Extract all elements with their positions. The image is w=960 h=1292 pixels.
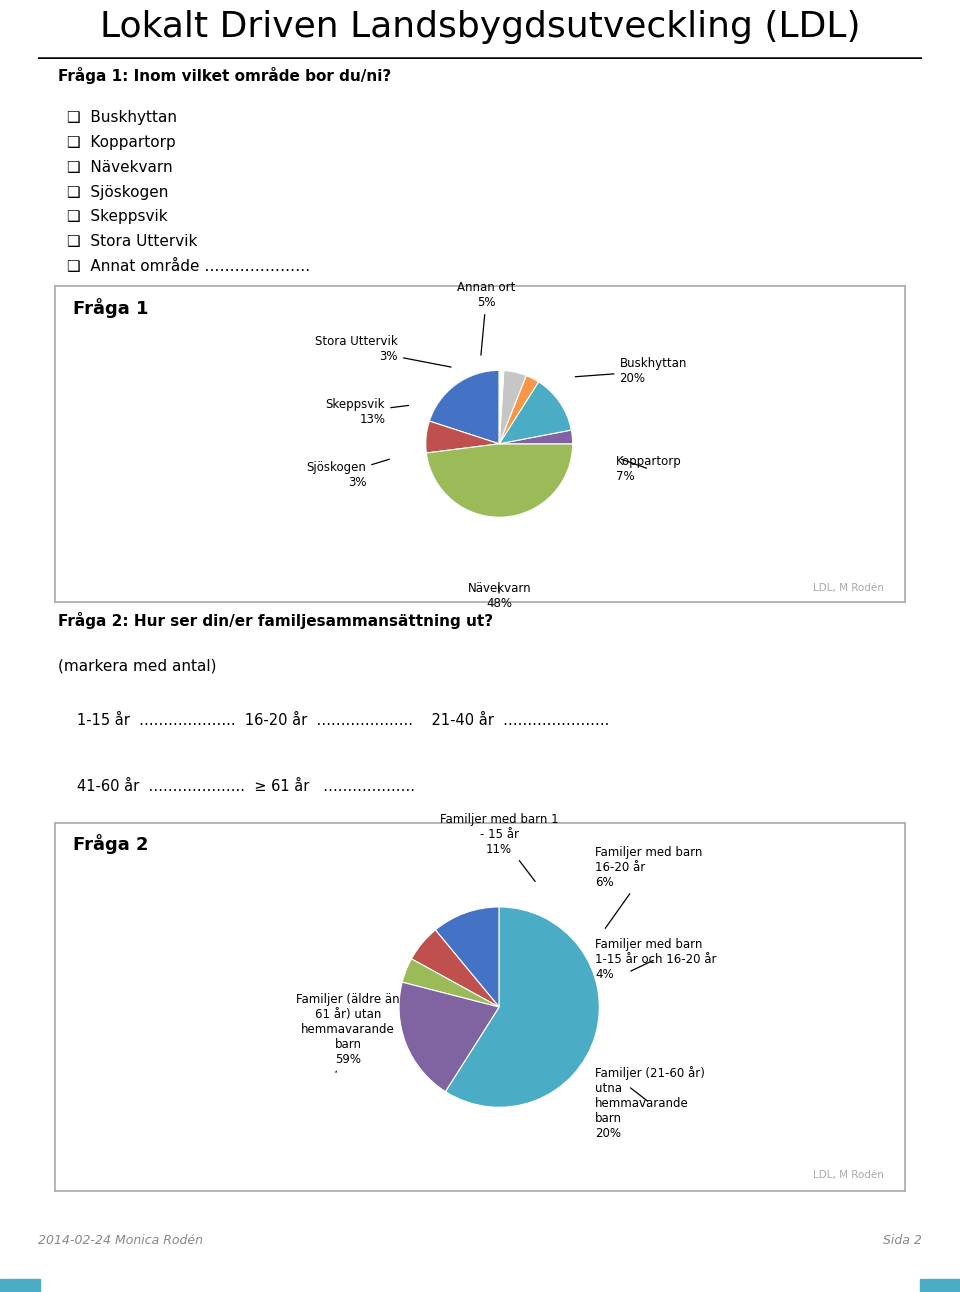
Wedge shape [499,430,572,443]
Bar [920,1279,960,1292]
Text: Annan ort
5%: Annan ort 5% [457,282,516,355]
Text: Fråga 1: Inom vilket område bor du/ni?: Fråga 1: Inom vilket område bor du/ni? [58,67,391,84]
Text: Familjer med barn
1-15 år och 16-20 år
4%: Familjer med barn 1-15 år och 16-20 år 4… [595,938,716,981]
Wedge shape [426,421,499,453]
Text: Sjöskogen
3%: Sjöskogen 3% [306,459,390,490]
Text: Sida 2: Sida 2 [883,1234,922,1247]
Text: 1-15 år  ………………..  16-20 år  ………………..    21-40 år  ………………….: 1-15 år ……………….. 16-20 år ……………….. 21-40… [77,713,610,727]
Wedge shape [435,907,499,1008]
Text: Fråga 2: Fråga 2 [73,835,149,854]
Wedge shape [429,371,499,443]
Text: 41-60 år  ………………..  ≥ 61 år   ……………….: 41-60 år ……………….. ≥ 61 år ………………. [77,779,415,793]
Text: Fråga 2: Hur ser din/er familjesammansättning ut?: Fråga 2: Hur ser din/er familjesammansät… [58,612,492,629]
Wedge shape [499,376,539,443]
Text: ❑  Nävekvarn: ❑ Nävekvarn [67,160,173,174]
Wedge shape [499,371,526,443]
Wedge shape [399,982,499,1092]
Text: 2014-02-24 Monica Rodén: 2014-02-24 Monica Rodén [38,1234,204,1247]
Text: Buskhyttan
20%: Buskhyttan 20% [575,357,686,385]
Text: Familjer med barn
16-20 år
6%: Familjer med barn 16-20 år 6% [595,846,703,929]
Text: ❑  Skeppsvik: ❑ Skeppsvik [67,209,168,225]
Text: Familjer med barn 1
- 15 år
11%: Familjer med barn 1 - 15 år 11% [440,813,559,881]
Wedge shape [445,907,599,1107]
Text: Stora Uttervik
3%: Stora Uttervik 3% [315,335,451,367]
Text: LDL, M Rodén: LDL, M Rodén [813,583,884,593]
Text: Skeppsvik
13%: Skeppsvik 13% [325,398,409,426]
Text: LDL, M Rodén: LDL, M Rodén [813,1171,884,1180]
Wedge shape [402,959,499,1008]
Text: Koppartorp
7%: Koppartorp 7% [616,455,682,483]
Text: ❑  Annat område …………………: ❑ Annat område ………………… [67,260,310,274]
Text: Familjer (21-60 år)
utna
hemmavarande
barn
20%: Familjer (21-60 år) utna hemmavarande ba… [595,1066,705,1140]
Wedge shape [426,443,572,517]
Wedge shape [412,930,499,1008]
Text: Fråga 1: Fråga 1 [73,298,149,318]
Text: Nävekvarn
48%: Nävekvarn 48% [468,581,531,610]
Bar [0,1279,40,1292]
Text: ❑  Stora Uttervik: ❑ Stora Uttervik [67,234,198,249]
Text: ❑  Sjöskogen: ❑ Sjöskogen [67,185,169,199]
Wedge shape [499,371,504,443]
Text: ❑  Buskhyttan: ❑ Buskhyttan [67,110,178,125]
Wedge shape [499,382,571,443]
Text: ❑  Koppartorp: ❑ Koppartorp [67,134,176,150]
Text: (markera med antal): (markera med antal) [58,658,216,673]
Text: Familjer (äldre än
61 år) utan
hemmavarande
barn
59%: Familjer (äldre än 61 år) utan hemmavara… [297,992,400,1072]
Text: Lokalt Driven Landsbygdsutveckling (LDL): Lokalt Driven Landsbygdsutveckling (LDL) [100,10,860,44]
